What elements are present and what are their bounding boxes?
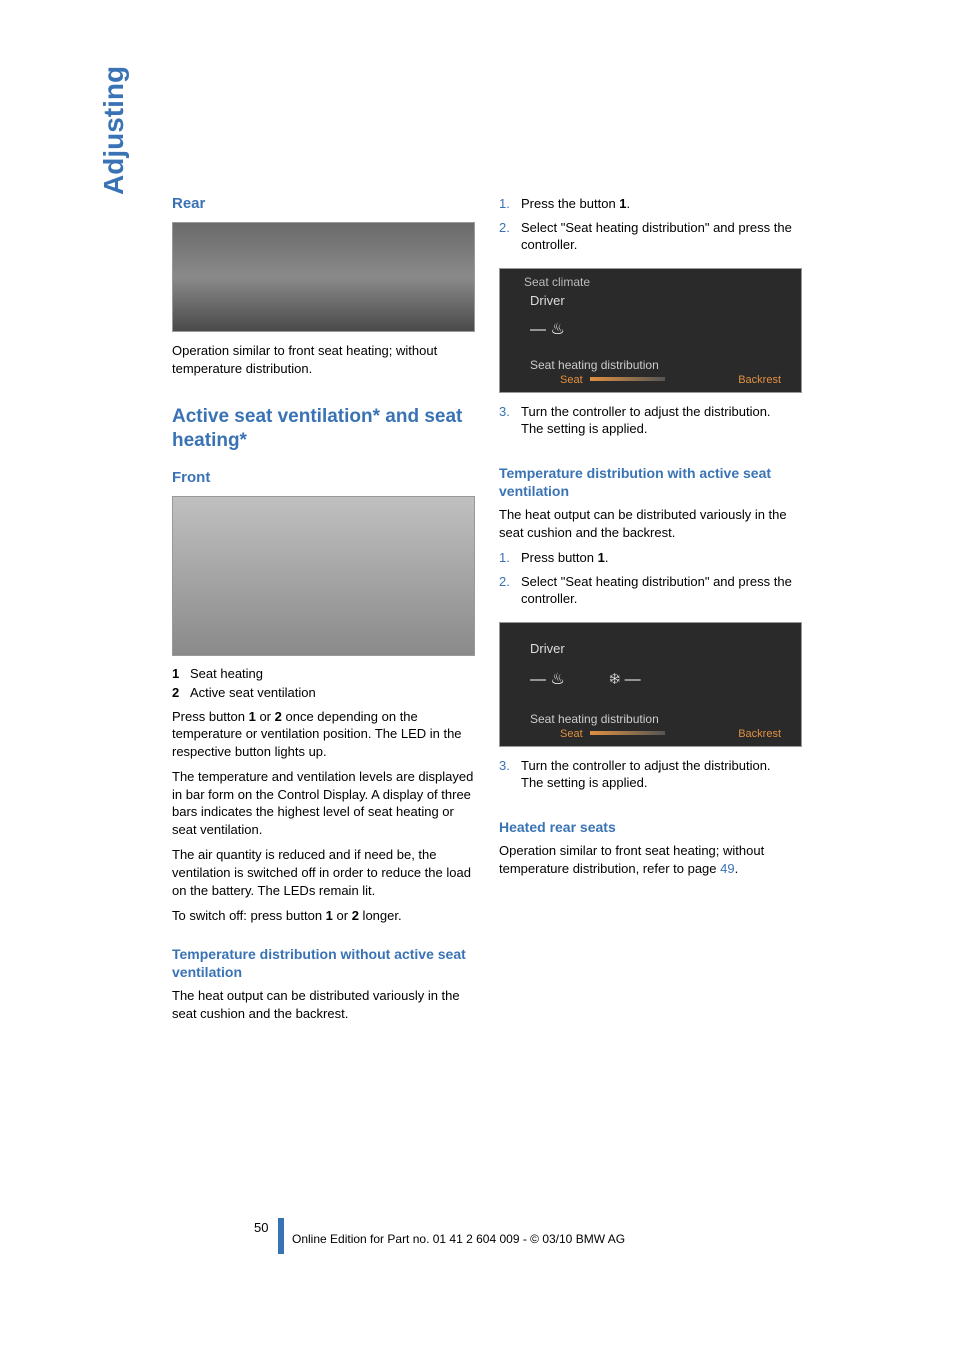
menu1-back: Backrest bbox=[738, 374, 781, 386]
menu1-bar bbox=[590, 377, 665, 381]
menu1-icons: ⎯⎯ ♨ bbox=[530, 319, 565, 339]
content-area: Rear Operation similar to front seat hea… bbox=[172, 195, 802, 1030]
page-number: 50 bbox=[254, 1220, 268, 1235]
right-column: 1.Press the button 1. 2.Select "Seat hea… bbox=[499, 195, 802, 1030]
heading-front: Front bbox=[172, 469, 475, 486]
menu2-seat: Seat bbox=[560, 728, 583, 740]
menu2-icons: ⎯⎯ ♨ ❄ ⎯⎯ bbox=[530, 669, 641, 689]
para-press-button: Press button 1 or 2 once depending on th… bbox=[172, 708, 475, 761]
image-rear-seat-heating bbox=[172, 222, 475, 332]
menu2-bar bbox=[590, 731, 665, 735]
step-3-2: 2.Select "Seat heating distribution" and… bbox=[499, 573, 802, 608]
left-column: Rear Operation similar to front seat hea… bbox=[172, 195, 475, 1030]
image-seat-climate-menu-2: Driver ⎯⎯ ♨ ❄ ⎯⎯ Seat heating distributi… bbox=[499, 622, 802, 747]
heading-temp-dist-with: Temperature distribution with active sea… bbox=[499, 464, 802, 500]
side-tab: Adjusting bbox=[98, 66, 130, 195]
menu2-back: Backrest bbox=[738, 728, 781, 740]
para-levels: The temperature and ventilation levels a… bbox=[172, 768, 475, 838]
steps-2: 3.Turn the controller to adjust the dist… bbox=[499, 403, 802, 444]
step-1-2: 2.Select "Seat heating distribution" and… bbox=[499, 219, 802, 254]
menu1-seat: Seat bbox=[560, 374, 583, 386]
menu1-driver: Driver bbox=[530, 293, 565, 308]
menu1-dist: Seat heating distribution bbox=[530, 358, 659, 372]
step-3-1: 1.Press button 1. bbox=[499, 549, 802, 567]
step-1-1: 1.Press the button 1. bbox=[499, 195, 802, 213]
step-4-3: 3.Turn the controller to adjust the dist… bbox=[499, 757, 802, 792]
heading-rear: Rear bbox=[172, 195, 475, 212]
step-2-3: 3.Turn the controller to adjust the dist… bbox=[499, 403, 802, 438]
menu2-dist: Seat heating distribution bbox=[530, 712, 659, 726]
menu2-driver: Driver bbox=[530, 641, 565, 656]
para-heated-rear: Operation similar to front seat heating;… bbox=[499, 842, 802, 877]
steps-3: 1.Press button 1. 2.Select "Seat heating… bbox=[499, 549, 802, 614]
footer-text: Online Edition for Part no. 01 41 2 604 … bbox=[292, 1232, 625, 1246]
para-switch-off: To switch off: press button 1 or 2 longe… bbox=[172, 907, 475, 925]
image-front-dashboard bbox=[172, 496, 475, 656]
steps-1: 1.Press the button 1. 2.Select "Seat hea… bbox=[499, 195, 802, 260]
para-heat-output-2: The heat output can be distributed vario… bbox=[499, 506, 802, 541]
link-page-49[interactable]: 49 bbox=[720, 861, 734, 876]
para-heat-output-1: The heat output can be distributed vario… bbox=[172, 987, 475, 1022]
heading-active-seat-ventilation: Active seat ventilation* and seat heatin… bbox=[172, 405, 475, 453]
steps-4: 3.Turn the controller to adjust the dist… bbox=[499, 757, 802, 798]
rear-caption: Operation similar to front seat heating;… bbox=[172, 342, 475, 377]
heading-temp-dist-without: Temperature distribution without active … bbox=[172, 945, 475, 981]
page-bar bbox=[278, 1218, 284, 1254]
image-seat-climate-menu-1: Seat climate Driver ⎯⎯ ♨ Seat heating di… bbox=[499, 268, 802, 393]
heading-heated-rear-seats: Heated rear seats bbox=[499, 818, 802, 836]
para-air-quantity: The air quantity is reduced and if need … bbox=[172, 846, 475, 899]
menu1-title: Seat climate bbox=[524, 275, 590, 289]
legend-1: 1Seat heating bbox=[172, 666, 475, 681]
legend-2: 2Active seat ventilation bbox=[172, 685, 475, 700]
